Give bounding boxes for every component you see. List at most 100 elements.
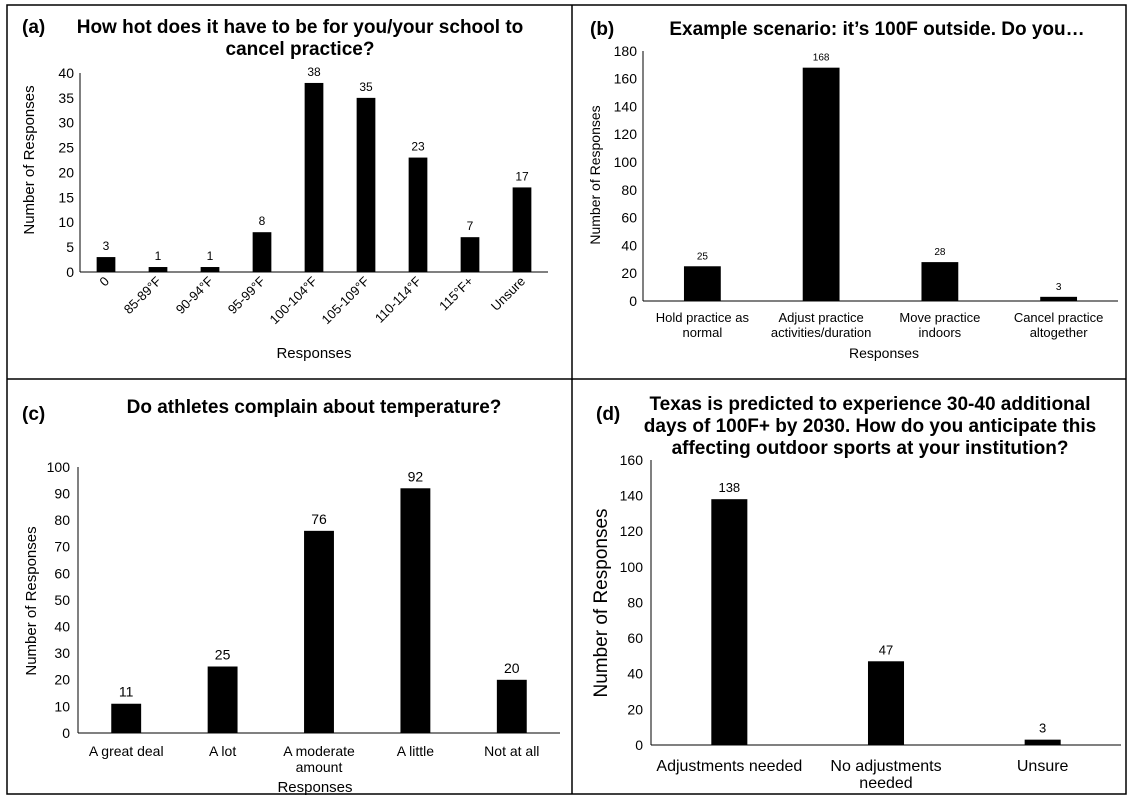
bar	[1040, 296, 1078, 301]
data-label: 76	[311, 511, 327, 527]
data-label: 7	[467, 219, 474, 233]
data-label: 20	[504, 660, 520, 676]
category-label: Not at all	[484, 743, 539, 759]
data-label: 17	[515, 169, 529, 183]
data-label: 8	[259, 214, 266, 228]
panel-c-title-line-1: Do athletes complain about temperature?	[127, 397, 502, 418]
category-label: Cancel practice	[1014, 310, 1104, 325]
y-tick-label: 20	[54, 672, 70, 688]
y-tick-label: 0	[629, 293, 637, 309]
category-label: Adjustments needed	[656, 758, 802, 775]
category-label: A moderate	[283, 743, 355, 759]
data-label: 11	[119, 684, 134, 700]
y-tick-label: 70	[54, 539, 70, 555]
category-label: A little	[397, 743, 435, 759]
bar	[921, 262, 959, 301]
panel-a-y-axis-label: Number of Responses	[21, 85, 38, 234]
y-tick-label: 35	[58, 90, 74, 106]
data-label: 35	[359, 80, 373, 94]
y-tick-label: 30	[54, 645, 70, 661]
category-label: Unsure	[1017, 758, 1069, 775]
data-label: 168	[813, 53, 830, 64]
category-label: 90-94°F	[173, 273, 216, 316]
y-tick-label: 60	[621, 210, 637, 226]
bar	[304, 82, 324, 272]
category-label: No adjustments	[830, 758, 941, 775]
bar	[408, 157, 428, 272]
data-label: 3	[1056, 282, 1062, 293]
panel-d-plot: 0 20 40 60 80 100 120 140 160 138 Adjustments need…	[620, 452, 1121, 792]
y-tick-label: 160	[614, 71, 638, 87]
panel-d-label: (d)	[596, 404, 620, 425]
category-label: indoors	[919, 325, 962, 340]
data-label: 1	[155, 249, 162, 263]
bar	[867, 661, 905, 745]
bar	[460, 237, 480, 272]
y-tick-label: 120	[620, 523, 644, 539]
panel-c: (c) Do athletes complain about temperatu…	[22, 397, 560, 796]
y-tick-label: 120	[614, 126, 638, 142]
category-label: amount	[296, 759, 343, 775]
bar	[111, 703, 142, 733]
y-tick-label: 140	[614, 98, 638, 114]
bar	[356, 97, 376, 272]
y-tick-label: 20	[621, 265, 637, 281]
panel-b: (b) Example scenario: it’s 100F outside.…	[587, 19, 1118, 361]
panel-d-title-line-1: Texas is predicted to experience 30-40 a…	[649, 394, 1090, 415]
y-tick-label: 0	[62, 725, 70, 741]
category-label: altogether	[1030, 325, 1088, 340]
panel-b-label: (b)	[590, 19, 614, 40]
y-tick-label: 10	[58, 214, 74, 230]
bar	[683, 266, 721, 301]
category-label: A lot	[209, 743, 236, 759]
panel-c-plot: 0 10 20 30 40 50 60 70 80 90 100 11 A great deal 25 A …	[47, 459, 560, 775]
y-tick-label: 100	[620, 559, 644, 575]
y-tick-label: 80	[621, 182, 637, 198]
bar	[252, 232, 272, 272]
y-tick-label: 50	[54, 592, 70, 608]
y-tick-label: 40	[621, 237, 637, 253]
y-tick-label: 90	[54, 486, 70, 502]
category-label: Move practice	[899, 310, 980, 325]
panel-d-title-line-2: days of 100F+ by 2030. How do you antici…	[644, 416, 1096, 437]
data-label: 1	[207, 249, 214, 263]
bar	[96, 257, 116, 272]
bar	[1024, 739, 1061, 745]
y-tick-label: 60	[627, 630, 643, 646]
panel-c-x-axis-label: Responses	[277, 779, 352, 796]
panel-a: (a) How hot does it have to be for you/y…	[21, 17, 548, 362]
data-label: 25	[697, 251, 709, 262]
category-label: A great deal	[89, 743, 164, 759]
category-label: 110-114°F	[372, 273, 424, 325]
figure-outer-border	[6, 4, 1127, 795]
panel-b-plot: 0 20 40 60 80 100 120 140 160 180 25 Hold practice …	[614, 43, 1118, 340]
y-tick-label: 25	[58, 140, 74, 156]
data-label: 138	[718, 480, 740, 495]
bar	[304, 530, 334, 733]
panel-b-y-axis-label: Number of Responses	[587, 105, 603, 244]
y-tick-label: 0	[635, 737, 643, 753]
panel-a-x-axis-label: Responses	[276, 345, 351, 362]
y-tick-label: 180	[614, 43, 638, 59]
y-tick-label: 30	[58, 115, 74, 131]
bar	[711, 499, 748, 745]
category-label: 115°F+	[436, 274, 476, 314]
y-tick-label: 100	[614, 154, 638, 170]
category-label: needed	[859, 775, 912, 792]
data-label: 28	[934, 247, 946, 258]
y-tick-label: 160	[620, 452, 644, 468]
y-tick-label: 80	[627, 594, 643, 610]
category-label: 100-104°F	[266, 273, 320, 327]
panel-a-plot: 051015202530354030185-89°F190-94°F895-99…	[58, 65, 548, 327]
y-tick-label: 0	[66, 264, 74, 280]
y-tick-label: 20	[58, 164, 74, 180]
panel-d: (d) Texas is predicted to experience 30-…	[591, 394, 1121, 792]
y-tick-label: 140	[620, 488, 644, 504]
panel-c-y-axis-label: Number of Responses	[23, 526, 40, 675]
panel-d-y-axis-label: Number of Responses	[591, 508, 612, 697]
panel-b-title-line-1: Example scenario: it’s 100F outside. Do …	[669, 19, 1084, 40]
category-label: 0	[96, 274, 112, 290]
panel-d-title-line-3: affecting outdoor sports at your institu…	[672, 438, 1069, 459]
data-label: 92	[408, 468, 424, 484]
